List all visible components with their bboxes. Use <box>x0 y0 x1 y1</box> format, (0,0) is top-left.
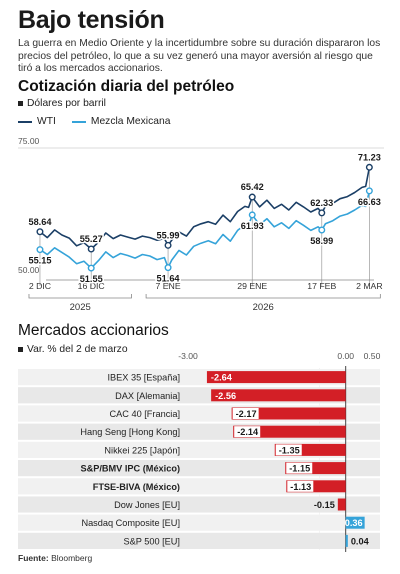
legend-line-mezcla <box>71 120 86 123</box>
year-bracket-2025 <box>28 294 132 299</box>
bar <box>345 516 365 529</box>
marker-mezcla <box>318 226 326 234</box>
bar-category-label: Nasdaq Composite [EU] <box>81 518 180 528</box>
page-title: Bajo tensión <box>18 6 165 34</box>
data-label-mezcla: 51.55 <box>80 274 103 284</box>
bar-tick-label: 0.00 <box>337 351 354 361</box>
bar-row-band <box>18 532 380 549</box>
marker-mezcla <box>164 264 172 272</box>
data-label-wti: 58.64 <box>28 217 52 227</box>
bar-row-band <box>18 514 380 531</box>
legend-line-wti <box>18 120 32 123</box>
bar-category-label: S&P 500 [EU] <box>123 536 180 546</box>
marker-wti <box>36 228 44 236</box>
bar-category-label: IBEX 35 [España] <box>107 373 180 383</box>
data-label-mezcla: 61.93 <box>241 221 264 231</box>
value-label-bg <box>286 462 313 474</box>
bar <box>345 534 348 547</box>
value-label-bg <box>232 408 259 419</box>
bar <box>206 371 346 384</box>
data-label-mezcla: 55.15 <box>28 256 51 266</box>
bar-value-label: -1.13 <box>290 482 311 492</box>
source-note: Fuente: Bloomberg <box>18 553 92 563</box>
bar <box>211 389 346 402</box>
marker-wti <box>365 163 373 171</box>
bar <box>231 407 346 420</box>
year-label: 2026 <box>253 302 274 313</box>
oil-chart-legend: WTI Mezcla Mexicana <box>18 116 186 127</box>
bar-value-label: -1.35 <box>279 445 300 455</box>
marker-wti <box>248 193 256 201</box>
marker-mezcla <box>87 264 95 272</box>
source-label: Fuente: <box>18 553 49 563</box>
oil-chart-title: Cotización diaria del petróleo <box>18 78 235 95</box>
data-label-wti: 55.99 <box>157 230 180 240</box>
bar-value-label: -2.56 <box>215 391 236 401</box>
data-label-mezcla: 66.63 <box>358 197 381 207</box>
value-label-bg <box>275 444 302 456</box>
legend-label-mezcla: Mezcla Mexicana <box>90 116 171 127</box>
data-label-mezcla: 58.99 <box>310 236 333 246</box>
legend-item-mezcla: Mezcla Mexicana <box>71 116 171 127</box>
markets-chart-unit-label: Var. % del 2 de marzo <box>27 344 128 355</box>
bar-value-label: 0.36 <box>345 518 363 528</box>
bar-value-label: -2.64 <box>211 373 233 383</box>
year-bracket-2026 <box>145 294 381 299</box>
x-tick-label: 16 DIC <box>78 281 105 291</box>
page-subtitle: La guerra en Medio Oriente y la incertid… <box>18 38 381 75</box>
legend-label-wti: WTI <box>37 116 56 127</box>
square-bullet-icon <box>18 101 23 106</box>
bar-value-label: -2.17 <box>236 409 257 419</box>
legend-item-wti: WTI <box>18 116 56 127</box>
bar-category-label: Hang Seng [Hong Kong] <box>80 427 180 437</box>
x-tick-label: 7 ENE <box>156 281 181 291</box>
data-label-wti: 62.33 <box>310 198 333 208</box>
bar-category-label: Nikkei 225 [Japón] <box>104 445 180 455</box>
bar-row-band <box>18 496 380 513</box>
data-label-mezcla: 51.64 <box>157 274 181 284</box>
oil-chart-unit-label: Dólares por barril <box>27 98 106 109</box>
y-tick-label: 50.00 <box>18 265 40 275</box>
bar-category-label: CAC 40 [Francia] <box>110 409 180 419</box>
bar-category-label: FTSE-BIVA (México) <box>93 482 180 492</box>
x-tick-label: 17 FEB <box>307 281 336 291</box>
square-bullet-icon <box>18 347 23 352</box>
marker-mezcla <box>365 187 373 195</box>
bar <box>337 498 346 511</box>
bar <box>233 425 346 438</box>
bar-value-label: -2.14 <box>237 427 259 437</box>
marker-wti <box>318 209 326 217</box>
bar-category-label: DAX [Alemania] <box>115 391 180 401</box>
oil-line-chart: 75.00 50.00 2 DIC 16 DIC 7 ENE 29 ENE 17 FEB 2 … <box>18 136 384 313</box>
marker-mezcla <box>36 246 44 254</box>
data-label-wti: 65.42 <box>241 182 264 192</box>
x-tick-label: 2 MAR <box>356 281 383 291</box>
marker-wti <box>164 241 172 249</box>
oil-chart-unit: Dólares por barril <box>18 98 106 109</box>
bar-tick-label: 0.50 <box>364 351 381 361</box>
x-tick-label: 29 ENE <box>237 281 267 291</box>
year-label: 2025 <box>70 302 91 313</box>
markets-chart-unit: Var. % del 2 de marzo <box>18 344 128 355</box>
x-tick-label: 2 DIC <box>29 281 51 291</box>
value-label-bg <box>287 480 314 492</box>
data-label-wti: 71.23 <box>358 152 381 162</box>
bar-value-label: -0.15 <box>314 500 335 510</box>
bar-tick-label: -3.00 <box>178 351 198 361</box>
bar-value-label: 0.04 <box>351 536 370 546</box>
value-label-bg <box>234 426 261 438</box>
markets-chart-title: Mercados accionarios <box>18 322 169 339</box>
source-value: Bloomberg <box>51 553 93 563</box>
data-label-wti: 55.27 <box>80 234 103 244</box>
bar-value-label: -1.15 <box>289 464 310 474</box>
marker-wti <box>87 245 95 253</box>
y-tick-label: 75.00 <box>18 136 40 146</box>
bar-category-label: S&P/BMV IPC (México) <box>80 464 180 474</box>
marker-mezcla <box>248 211 256 219</box>
bar-category-label: Dow Jones [EU] <box>114 500 180 510</box>
